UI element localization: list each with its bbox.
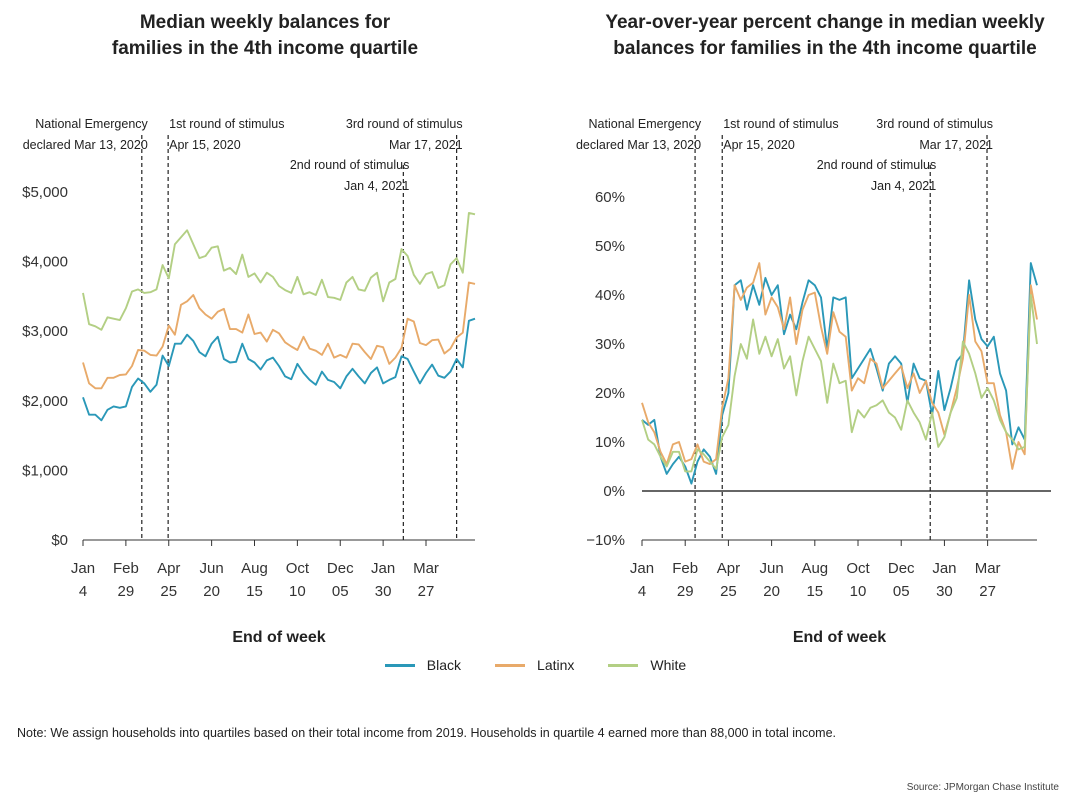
legend-item-latinx: Latinx <box>495 657 574 673</box>
x-tick-month: Mar <box>413 560 439 577</box>
event-date: Mar 17, 2021 <box>389 138 463 152</box>
x-tick-month: Apr <box>717 560 740 577</box>
x-tick-day: 25 <box>160 583 177 600</box>
x-tick-day: 4 <box>79 583 87 600</box>
x-tick-month: Jan <box>630 560 654 577</box>
legend-label-latinx: Latinx <box>537 657 575 673</box>
y-tick-label: 30% <box>595 336 625 353</box>
y-tick-label: 10% <box>595 434 625 451</box>
title-line: balances for families in the 4th income … <box>613 38 1037 59</box>
x-tick-month: Aug <box>801 560 828 577</box>
legend-swatch-black <box>384 663 415 667</box>
y-tick-label: $5,000 <box>22 184 68 201</box>
balances-chart: $0 $1,000 $2,000 $3,000 $4,000 $5,000 Jan 4 Feb 2… <box>22 117 476 646</box>
y-tick-label: $1,000 <box>22 462 68 479</box>
x-tick-month: Dec <box>327 560 354 577</box>
series-line-black <box>82 317 476 422</box>
x-tick-month: Feb <box>672 560 698 577</box>
x-tick-month: Oct <box>846 560 870 577</box>
footnote: Note: We assign households into quartile… <box>17 726 837 740</box>
event-date: Apr 15, 2020 <box>723 138 795 152</box>
y-tick-label: $2,000 <box>22 393 68 410</box>
x-tick-day: 10 <box>289 583 306 600</box>
y-tick-label: 0% <box>603 483 625 500</box>
x-tick-day: 10 <box>850 583 867 600</box>
series-line-white <box>641 294 1038 473</box>
chart-title-yoy-change: Year-over-year percent change in median … <box>565 10 1071 62</box>
yoy-change-chart: −10% 0% 10% 20% 30% 40% 50% 60% Jan 4 Feb 29 Apr 25 Ju… <box>576 117 1051 646</box>
series-line-white <box>82 211 476 331</box>
event-date: Mar 17, 2021 <box>919 138 993 152</box>
x-tick-month: Apr <box>157 560 180 577</box>
y-tick-label: $4,000 <box>22 254 68 271</box>
y-tick-label: $0 <box>51 532 68 549</box>
event-label: 1st round of stimulus <box>169 117 284 131</box>
y-tick-label: $3,000 <box>22 323 68 340</box>
y-tick-label: 60% <box>595 189 625 206</box>
x-tick-day: 27 <box>979 583 996 600</box>
x-tick-day: 27 <box>418 583 435 600</box>
x-tick-month: Mar <box>975 560 1001 577</box>
event-date: Apr 15, 2020 <box>169 138 241 152</box>
x-tick-month: Jan <box>932 560 956 577</box>
series-line-latinx <box>82 281 476 390</box>
event-label: 3rd round of stimulus <box>346 117 463 131</box>
legend: Black Latinx White <box>0 657 1071 673</box>
legend-label-black: Black <box>426 657 462 673</box>
x-tick-day: 29 <box>677 583 694 600</box>
legend-label-white: White <box>650 657 687 673</box>
x-tick-month: Jun <box>200 560 224 577</box>
title-line: Year-over-year percent change in median … <box>605 12 1045 33</box>
y-tick-label: 50% <box>595 238 625 255</box>
event-date: declared Mar 13, 2020 <box>23 138 148 152</box>
event-label: 1st round of stimulus <box>723 117 838 131</box>
x-tick-month: Oct <box>286 560 310 577</box>
legend-swatch-white <box>608 663 639 667</box>
legend-swatch-latinx <box>495 663 526 667</box>
series-line-black <box>641 262 1038 485</box>
x-tick-day: 30 <box>375 583 392 600</box>
y-tick-label: 40% <box>595 287 625 304</box>
chart-title-balances: Median weekly balances for families in t… <box>20 10 510 62</box>
event-label: National Emergency <box>589 117 702 131</box>
x-tick-day: 29 <box>118 583 135 600</box>
x-axis-title: End of week <box>232 629 325 646</box>
event-label: 3rd round of stimulus <box>876 117 993 131</box>
x-tick-day: 30 <box>936 583 953 600</box>
x-tick-day: 20 <box>203 583 220 600</box>
event-label: 2nd round of stimulus <box>817 158 937 172</box>
x-tick-day: 20 <box>763 583 780 600</box>
event-date: Jan 4, 2021 <box>344 179 409 193</box>
series-line-latinx <box>641 262 1038 470</box>
x-tick-month: Jan <box>71 560 95 577</box>
x-tick-day: 15 <box>806 583 823 600</box>
x-tick-month: Feb <box>113 560 139 577</box>
x-tick-month: Aug <box>241 560 268 577</box>
y-tick-label: 20% <box>595 385 625 402</box>
event-date: declared Mar 13, 2020 <box>576 138 701 152</box>
x-tick-month: Dec <box>888 560 915 577</box>
legend-item-white: White <box>608 657 686 673</box>
event-label: National Emergency <box>35 117 148 131</box>
x-tick-day: 15 <box>246 583 263 600</box>
legend-item-black: Black <box>384 657 462 673</box>
source-credit: Source: JPMorgan Chase Institute <box>906 782 1059 793</box>
x-tick-month: Jun <box>760 560 784 577</box>
x-axis-title: End of week <box>793 629 886 646</box>
x-tick-month: Jan <box>371 560 395 577</box>
x-tick-day: 4 <box>638 583 646 600</box>
y-tick-label: −10% <box>586 532 625 549</box>
event-date: Jan 4, 2021 <box>871 179 936 193</box>
event-label: 2nd round of stimulus <box>290 158 410 172</box>
title-line: Median weekly balances for <box>139 12 391 33</box>
x-tick-day: 25 <box>720 583 737 600</box>
x-tick-day: 05 <box>332 583 349 600</box>
title-line: families in the 4th income quartile <box>111 38 419 59</box>
x-tick-day: 05 <box>893 583 910 600</box>
